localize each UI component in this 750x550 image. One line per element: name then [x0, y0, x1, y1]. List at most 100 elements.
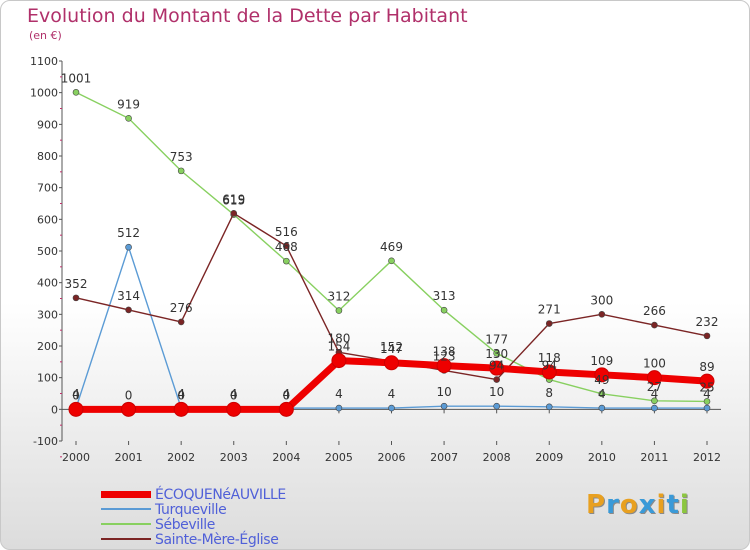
- data-label: 4: [177, 387, 185, 401]
- series-3: [72, 210, 711, 383]
- logo-letter: t: [666, 490, 680, 520]
- data-point: [72, 294, 80, 302]
- data-point: [489, 360, 505, 376]
- legend-swatch: [101, 523, 151, 525]
- data-point: [598, 390, 606, 398]
- logo-letter: i: [656, 490, 667, 520]
- data-label: 4: [72, 387, 80, 401]
- data-label: 469: [380, 240, 403, 254]
- data-point: [335, 307, 343, 314]
- data-label: 94: [542, 359, 557, 373]
- y-tick-label: 0: [51, 403, 58, 416]
- series-0: [68, 353, 715, 417]
- data-label: 27: [647, 380, 662, 394]
- data-label: 468: [275, 240, 298, 254]
- data-point: [598, 311, 606, 318]
- x-tick-label: 2002: [167, 451, 195, 464]
- data-label: 147: [380, 342, 403, 356]
- y-tick-label: 600: [37, 213, 58, 226]
- y-tick-label: 400: [37, 277, 58, 290]
- x-tick-label: 2010: [588, 451, 616, 464]
- y-tick-label: 100: [37, 372, 58, 385]
- y-tick-label: -100: [33, 435, 58, 448]
- y-tick-label: 900: [37, 118, 58, 131]
- data-label: 352: [65, 277, 88, 291]
- series-1: [72, 243, 711, 412]
- logo-letter: o: [619, 490, 639, 520]
- x-tick-label: 2008: [483, 451, 511, 464]
- data-point: [703, 332, 711, 340]
- x-tick-label: 2001: [115, 451, 143, 464]
- data-point: [493, 402, 500, 410]
- data-label: 4: [283, 387, 291, 401]
- data-label: 4: [388, 387, 396, 401]
- data-point: [545, 320, 553, 327]
- logo-letter: r: [606, 490, 620, 520]
- y-tick-label: 300: [37, 308, 58, 321]
- data-label: 0: [283, 388, 291, 402]
- data-point: [651, 321, 658, 329]
- data-point: [230, 210, 238, 217]
- data-label: 0: [177, 388, 185, 402]
- data-label: 49: [594, 373, 609, 387]
- data-label: 152: [380, 340, 403, 354]
- data-point: [121, 401, 137, 417]
- series-2: [72, 89, 711, 405]
- data-label: 0: [125, 388, 133, 402]
- series-line: [75, 246, 707, 409]
- data-point: [493, 349, 500, 357]
- data-label: 109: [590, 354, 613, 368]
- data-point: [125, 306, 132, 314]
- data-label: 177: [485, 332, 508, 346]
- data-label: 619: [222, 192, 245, 206]
- data-label: 314: [117, 289, 140, 303]
- data-label: 615: [222, 194, 245, 208]
- legend-swatch: [101, 508, 151, 510]
- data-point: [331, 353, 347, 369]
- logo-letter: x: [638, 490, 657, 520]
- data-label: 138: [433, 345, 456, 359]
- logo-letter: i: [679, 490, 690, 520]
- data-label: 232: [696, 315, 719, 329]
- data-point: [173, 401, 189, 417]
- legend-label: Sébeville: [155, 517, 215, 533]
- data-label: 4: [651, 387, 659, 401]
- data-label: 10: [436, 385, 451, 399]
- chart-title: Evolution du Montant de la Dette par Hab…: [27, 5, 468, 27]
- data-label: 271: [538, 303, 561, 317]
- data-point: [703, 398, 711, 405]
- data-point: [283, 242, 290, 250]
- y-tick-label: 1100: [30, 55, 58, 68]
- data-label: 276: [170, 301, 193, 315]
- data-label: 89: [699, 360, 714, 374]
- legend-label: Sainte-Mère-Église: [155, 532, 279, 548]
- data-label: 516: [275, 225, 298, 239]
- data-point: [646, 370, 662, 386]
- data-point: [440, 402, 448, 410]
- chart-subtitle: (en €): [29, 29, 62, 42]
- data-point: [177, 167, 185, 175]
- legend-label: ÉCOQUENéAUVILLE: [155, 487, 286, 503]
- data-label: 313: [433, 289, 456, 303]
- data-point: [177, 318, 185, 326]
- data-label: 10: [489, 385, 504, 399]
- x-tick-label: 2012: [693, 451, 721, 464]
- data-label: 123: [433, 349, 456, 363]
- data-point: [384, 355, 399, 371]
- legend-label: Turqueville: [155, 502, 227, 518]
- data-point: [125, 115, 132, 122]
- data-point: [278, 401, 294, 417]
- data-label: 0: [230, 388, 238, 402]
- data-label: 1001: [61, 71, 92, 85]
- data-label: 8: [545, 386, 553, 400]
- y-tick-label: 1000: [30, 87, 58, 100]
- data-label: 919: [117, 97, 140, 111]
- y-tick-label: 800: [37, 150, 58, 163]
- y-tick-label: 700: [37, 182, 58, 195]
- data-label: 100: [643, 357, 666, 371]
- data-point: [388, 404, 395, 412]
- data-point: [68, 401, 84, 417]
- data-label: 154: [327, 340, 350, 354]
- x-tick-label: 2006: [378, 451, 406, 464]
